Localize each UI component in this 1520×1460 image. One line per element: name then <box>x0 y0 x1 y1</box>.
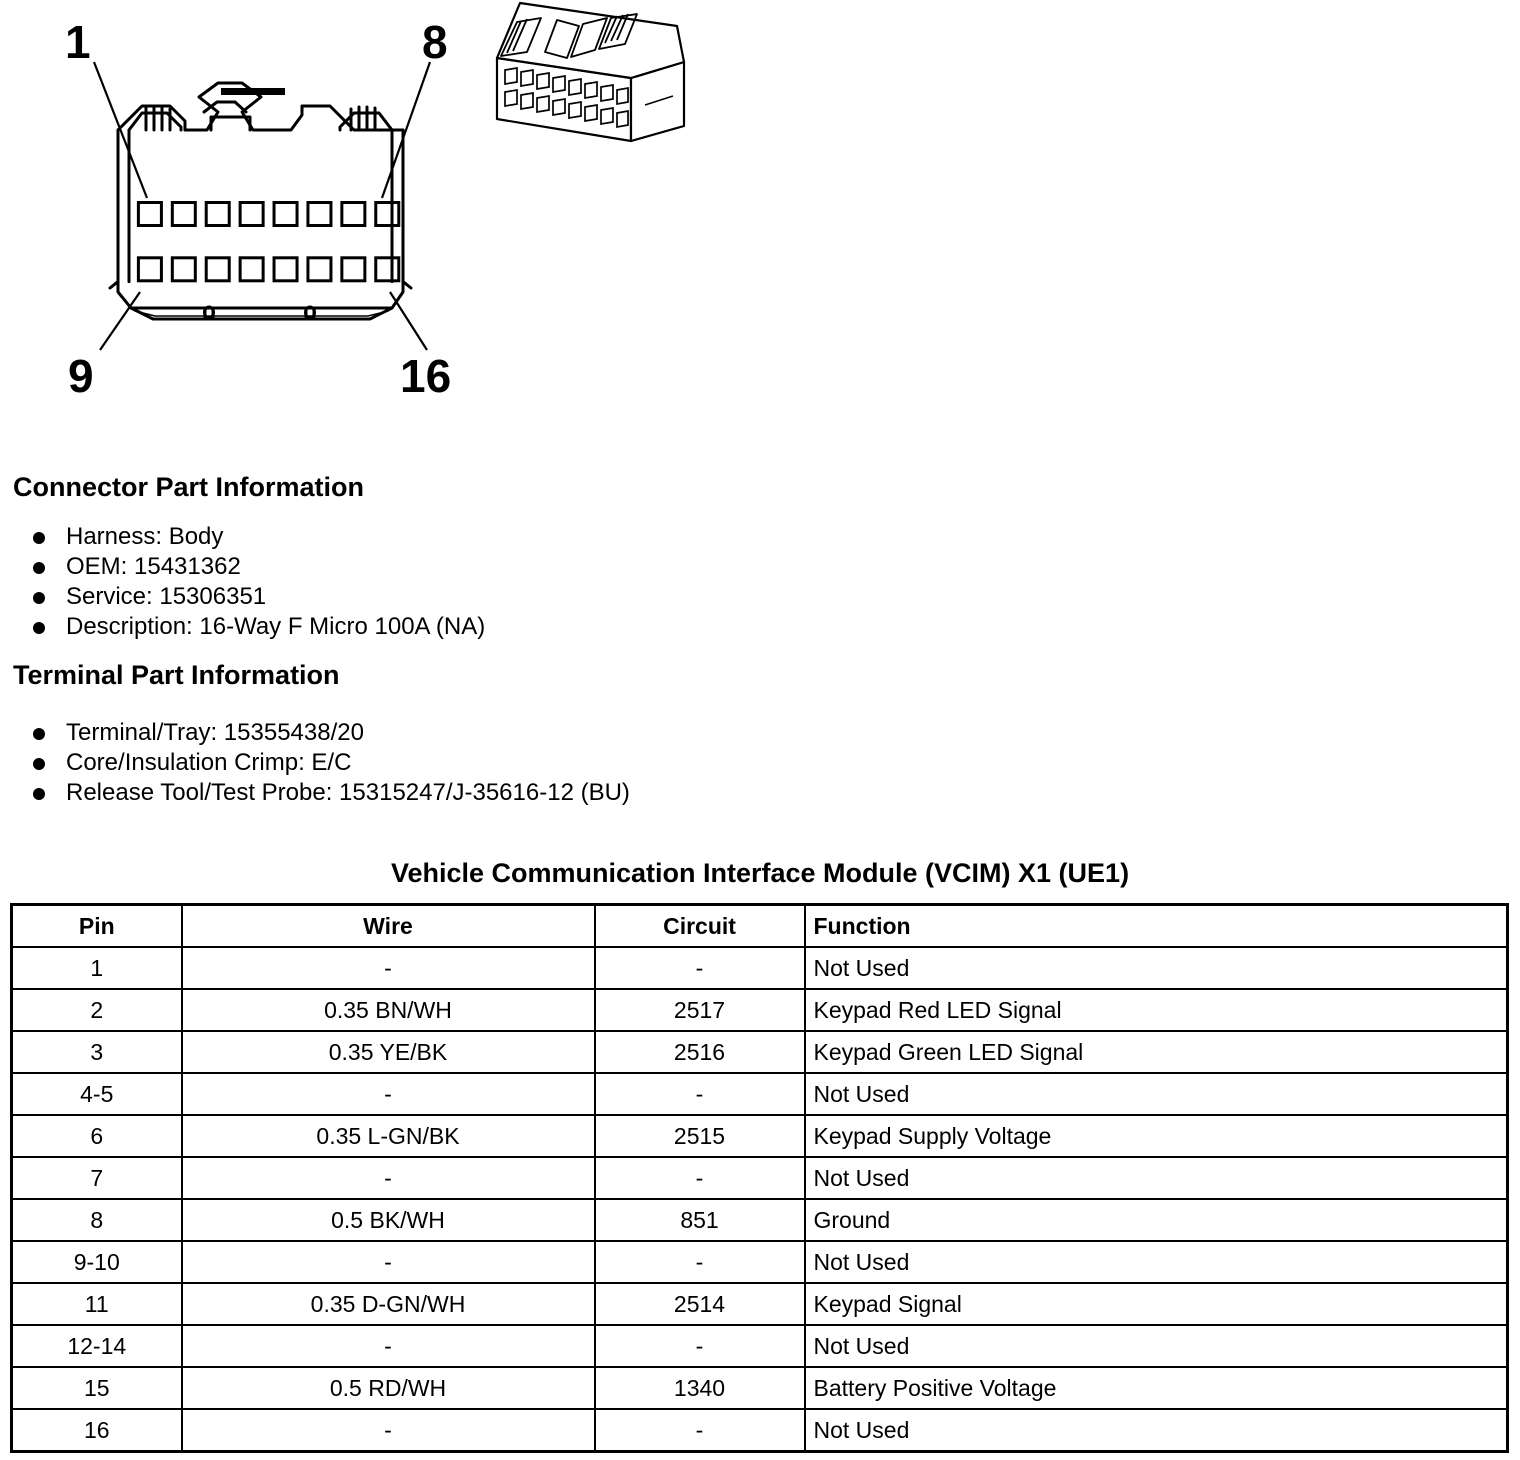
svg-text:8: 8 <box>422 16 448 68</box>
svg-text:9: 9 <box>68 350 94 402</box>
svg-text:16: 16 <box>400 350 451 402</box>
svg-text:1: 1 <box>65 16 91 68</box>
